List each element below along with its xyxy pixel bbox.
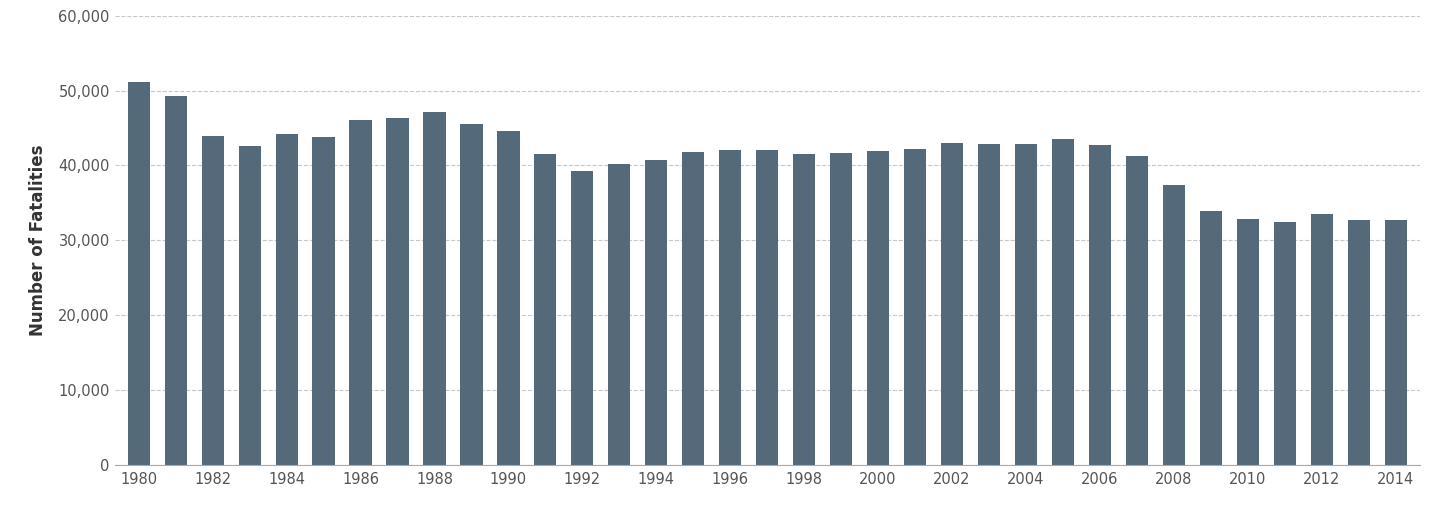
- Bar: [1200, 211, 1222, 465]
- Bar: [571, 171, 594, 465]
- Bar: [498, 131, 519, 465]
- Bar: [903, 149, 926, 465]
- Bar: [1385, 220, 1407, 465]
- Bar: [645, 160, 667, 465]
- Bar: [350, 120, 371, 465]
- Bar: [535, 154, 556, 465]
- Bar: [386, 118, 409, 465]
- Bar: [275, 134, 298, 465]
- Bar: [756, 150, 779, 465]
- Bar: [1273, 222, 1296, 465]
- Bar: [128, 82, 149, 465]
- Bar: [1126, 156, 1149, 465]
- Bar: [1163, 185, 1184, 465]
- Bar: [830, 153, 852, 465]
- Bar: [460, 124, 483, 465]
- Bar: [1311, 214, 1332, 465]
- Bar: [718, 150, 741, 465]
- Bar: [1236, 219, 1259, 465]
- Bar: [423, 112, 446, 465]
- Bar: [868, 151, 889, 465]
- Bar: [608, 164, 631, 465]
- Bar: [1051, 139, 1074, 465]
- Bar: [165, 96, 186, 465]
- Bar: [941, 143, 964, 465]
- Y-axis label: Number of Fatalities: Number of Fatalities: [29, 145, 47, 336]
- Bar: [313, 137, 334, 465]
- Bar: [793, 154, 816, 465]
- Bar: [978, 144, 999, 465]
- Bar: [1348, 220, 1369, 465]
- Bar: [238, 146, 261, 465]
- Bar: [1088, 145, 1111, 465]
- Bar: [1015, 144, 1037, 465]
- Bar: [683, 152, 704, 465]
- Bar: [202, 136, 224, 465]
